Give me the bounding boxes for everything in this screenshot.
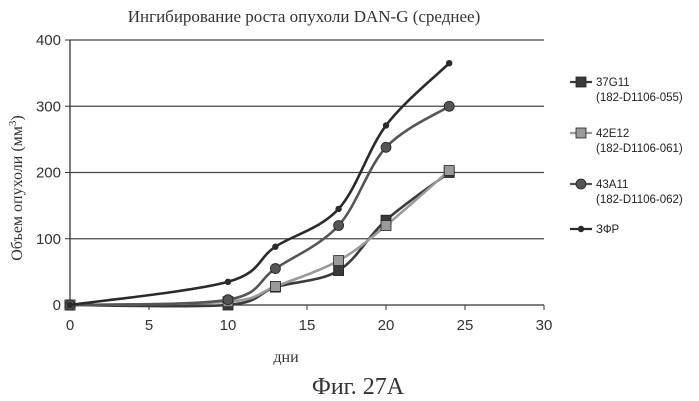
data-point <box>443 165 455 176</box>
data-point <box>269 281 281 292</box>
data-point <box>333 265 345 276</box>
legend-item-43A11: 43A11 (182-D1106-062) <box>570 178 683 206</box>
data-point <box>224 278 232 286</box>
data-point <box>66 301 74 309</box>
series-43A11 <box>64 100 455 311</box>
legend-swatch-marker <box>575 76 587 88</box>
series-42E12 <box>64 165 455 311</box>
legend-item-37G11: 37G11 (182-D1106-055) <box>570 76 683 104</box>
legend: 37G11 (182-D1106-055) 42E12 (182-D1106-061)… <box>570 76 683 236</box>
x-axis-ticks: 0 5 10 15 20 25 30 <box>66 305 553 334</box>
data-point <box>382 122 390 129</box>
x-tick-label: 25 <box>457 317 474 334</box>
data-point <box>380 141 392 153</box>
x-tick-label: 5 <box>145 317 153 334</box>
x-axis-label: дни <box>273 349 299 366</box>
y-tick-label: 0 <box>53 297 61 314</box>
x-tick-label: 0 <box>66 317 74 334</box>
legend-item-42E12: 42E12 (182-D1106-061) <box>570 127 683 155</box>
legend-swatch-marker <box>575 127 587 139</box>
y-axis-label: Объем опухоли (мм3) <box>7 115 26 261</box>
legend-swatch-marker <box>577 225 585 233</box>
legend-label: ЗФР <box>596 224 620 236</box>
series-lines <box>64 59 455 311</box>
data-point <box>335 205 342 213</box>
y-tick-label: 200 <box>36 165 61 182</box>
legend-item-ЗФР: ЗФР <box>570 224 620 236</box>
data-point <box>269 263 281 274</box>
y-axis-label-close: ) <box>9 115 26 120</box>
figure-caption: Фиг. 27А <box>312 374 405 400</box>
x-tick-label: 30 <box>536 317 553 334</box>
legend-label-line2: (182-D1106-061) <box>596 143 683 155</box>
data-point <box>333 220 345 231</box>
data-point <box>380 220 392 231</box>
data-point <box>222 294 234 306</box>
series-ЗФР <box>66 59 453 309</box>
x-tick-label: 15 <box>299 317 316 334</box>
y-tick-label: 400 <box>36 32 61 49</box>
series-line <box>69 105 450 307</box>
x-tick-label: 10 <box>220 317 237 334</box>
legend-label: 42E12 <box>596 128 629 140</box>
data-point <box>446 59 453 67</box>
y-tick-label: 300 <box>36 98 61 115</box>
series-line <box>69 62 451 307</box>
gridlines <box>70 39 544 240</box>
x-tick-label: 20 <box>378 317 395 334</box>
y-axis-label-text: Объем опухоли (мм <box>9 126 26 261</box>
chart-title: Ингибирование роста опухоли DAN-G (средн… <box>128 7 481 26</box>
data-point <box>443 100 455 112</box>
series-line <box>69 171 450 308</box>
y-tick-label: 100 <box>36 231 61 248</box>
y-axis-label-superscript: 3 <box>7 120 19 126</box>
legend-label-line2: (182-D1106-055) <box>596 92 683 104</box>
y-axis-ticks: 0 100 200 300 400 <box>36 32 70 314</box>
legend-label: 37G11 <box>596 77 630 89</box>
data-point <box>333 255 345 267</box>
legend-label: 43A11 <box>596 179 628 191</box>
legend-label-line2: (182-D1106-062) <box>596 194 683 206</box>
legend-swatch-marker <box>575 178 587 190</box>
data-point <box>272 243 279 250</box>
